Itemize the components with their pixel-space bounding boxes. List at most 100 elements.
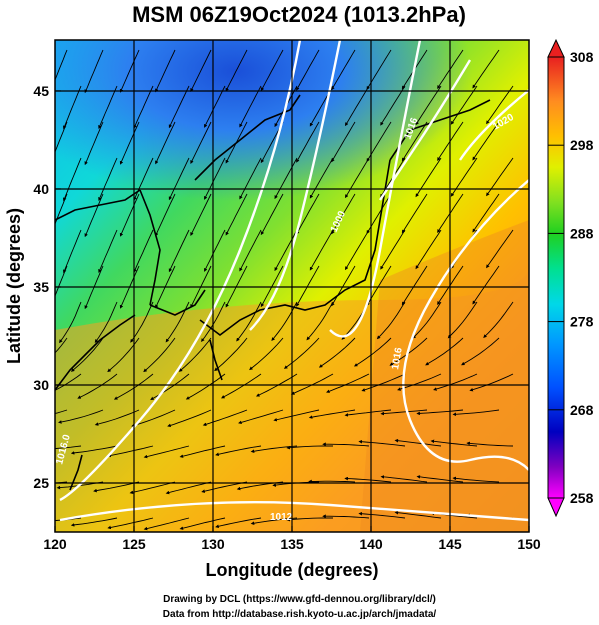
- streamline: [58, 409, 104, 424]
- streamline: [344, 229, 370, 271]
- streamline: [215, 517, 262, 529]
- streamline: [98, 229, 118, 273]
- streamline: [425, 337, 464, 366]
- streamline: [286, 445, 333, 450]
- x-tick-label: 125: [122, 536, 146, 552]
- streamline: [309, 157, 334, 199]
- streamline: [178, 337, 212, 372]
- streamline: [155, 49, 176, 93]
- streamline: [168, 85, 190, 129]
- streamline: [70, 445, 118, 455]
- streamline: [190, 121, 212, 165]
- graticule: [55, 40, 529, 532]
- streamline: [236, 301, 262, 342]
- streamline: [452, 409, 500, 417]
- streamline: [165, 481, 212, 495]
- streamline: [401, 121, 428, 162]
- streamline: [204, 229, 226, 272]
- streamline: [271, 301, 298, 341]
- streamline: [190, 49, 212, 93]
- y-tick-label: 30: [33, 377, 49, 393]
- streamline: [296, 121, 320, 163]
- streamline: [84, 121, 104, 166]
- y-tick-label: 45: [33, 83, 49, 99]
- streamline: [469, 373, 514, 392]
- streamline: [260, 193, 284, 236]
- streamline: [143, 445, 190, 459]
- isobar-4: [379, 59, 472, 201]
- streamline: [260, 49, 284, 92]
- streamline: [225, 265, 248, 308]
- colorbar-tick-label: 308: [570, 49, 594, 65]
- x-tick-label: 145: [438, 536, 462, 552]
- streamline: [416, 475, 464, 483]
- streamline: [249, 337, 284, 371]
- x-tick-label: 140: [359, 536, 383, 552]
- streamline: [55, 445, 82, 450]
- streamline: [63, 157, 82, 202]
- streamline: [93, 481, 140, 493]
- streamline: [472, 193, 500, 233]
- x-axis: 120 125 130 135 140 145 150: [43, 526, 541, 552]
- streamline: [98, 157, 118, 201]
- streamline: [155, 265, 176, 309]
- pressure-contours: [59, 40, 529, 522]
- streamline: [155, 121, 176, 165]
- streamline: [221, 373, 262, 399]
- streamline: [412, 301, 442, 339]
- y-axis: 25 30 35 40 45: [33, 83, 61, 491]
- streamline: [179, 445, 226, 458]
- y-tick-label: 40: [33, 181, 49, 197]
- streamline: [185, 373, 226, 400]
- streamline: [94, 301, 118, 343]
- streamline: [318, 337, 356, 368]
- map-plot-area: 1000 1016 1020 1016 1012 1016.0: [55, 40, 529, 532]
- streamline: [55, 121, 68, 154]
- streamline: [430, 439, 478, 447]
- colorbar: 308 298 288 278 268 258: [547, 38, 594, 518]
- streamline: [274, 229, 298, 272]
- streamline: [239, 157, 262, 200]
- isobar-5: [459, 89, 529, 161]
- streamline: [376, 301, 406, 340]
- streamline: [165, 301, 190, 343]
- streamline: [239, 229, 262, 272]
- streamline: [150, 373, 190, 400]
- streamline: [472, 265, 500, 305]
- streamline: [296, 265, 320, 307]
- chart-title: MSM 06Z19Oct2024 (1013.2hPa): [132, 2, 466, 27]
- streamline: [133, 229, 154, 273]
- y-tick-label: 25: [33, 475, 49, 491]
- streamline: [239, 85, 262, 128]
- streamline: [70, 337, 104, 372]
- streamline: [155, 193, 176, 237]
- streamline: [326, 373, 370, 393]
- colorbar-max-arrow: [547, 38, 565, 58]
- streamline: [179, 517, 226, 530]
- streamline: [204, 85, 226, 128]
- streamline: [447, 301, 478, 339]
- streamline: [309, 229, 334, 271]
- streamline: [394, 510, 442, 519]
- streamline: [466, 441, 514, 447]
- streamline: [55, 373, 82, 391]
- streamline: [401, 265, 428, 306]
- streamline: [331, 193, 356, 235]
- streamline: [394, 438, 442, 447]
- streamline: [167, 409, 212, 428]
- streamline: [63, 229, 82, 274]
- streamline: [225, 49, 248, 92]
- colorbar-tick-label: 288: [570, 225, 594, 241]
- streamline: [380, 85, 406, 126]
- streamline: [461, 337, 500, 366]
- colorbar-tick-label: 258: [570, 490, 594, 506]
- streamline: [201, 301, 226, 343]
- streamline: [273, 409, 320, 422]
- streamline: [361, 373, 406, 392]
- streamline: [84, 49, 104, 94]
- streamline: [416, 409, 464, 416]
- streamline: [389, 337, 428, 366]
- coastline-china-north: [55, 189, 141, 221]
- streamline: [358, 439, 406, 447]
